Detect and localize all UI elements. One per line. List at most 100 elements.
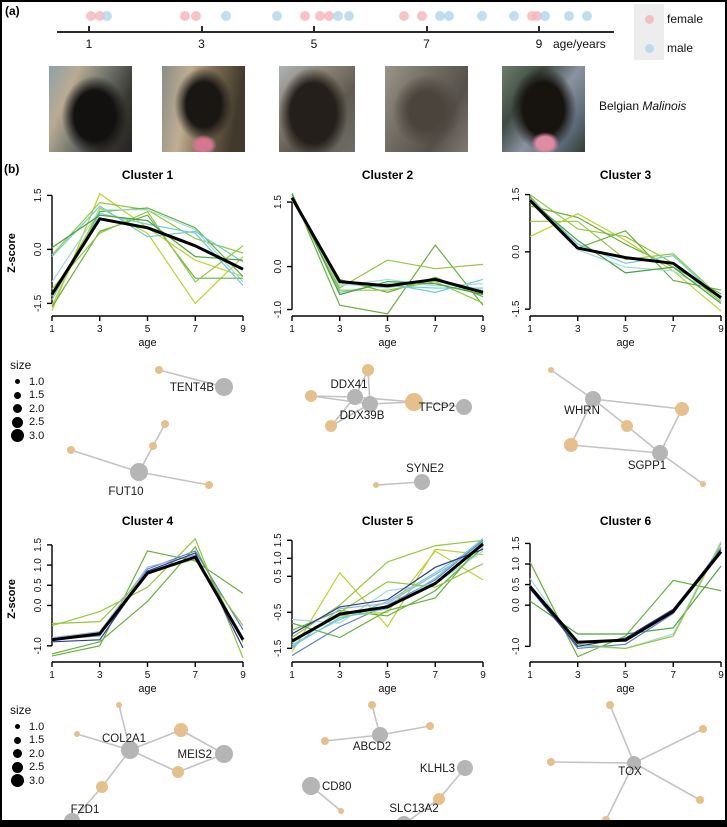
subject-dot-male [539,11,550,21]
breed-normal-text: Belgian [599,99,643,113]
network-edge [570,444,661,454]
member-node [606,701,614,709]
cluster-6-network: TOX [492,699,725,820]
network-edge [129,729,182,751]
size-legend-row: 1.0 [10,375,44,389]
member-node [433,793,445,805]
size-legend-row: 1.0 [10,720,44,734]
breed-italic-text: Malinois [642,99,687,113]
member-node [205,481,213,489]
size-legend-row: 2.5 [10,416,44,430]
node-FUT10 [130,463,148,481]
x-tick-label: 5 [145,324,151,335]
size-legend-row: 2.5 [10,761,44,775]
node-SGPP1 [652,445,668,461]
y-tick-label: -1.0 [33,637,44,655]
y-tick-label: -1.0 [273,300,284,318]
mean-line [528,199,722,299]
network-edge [76,733,131,751]
node-FZD1 [64,813,80,820]
member-line [291,197,484,289]
y-tick-label: 0.0 [273,259,284,273]
cluster-4-chart: 1 3 5 7 9 -1.0 0.0 0.5 1.0 1.5 Cluster 4 age Z-score [2,512,251,701]
subject-dot-male [477,11,488,21]
network-edge [570,398,594,446]
size-label: 2.5 [29,761,45,774]
y-tick-label: 1.5 [511,536,522,550]
gene-label-KLHL3: KLHL3 [420,763,455,775]
member-node [368,701,376,709]
cluster-5-chart: 1 3 5 7 9 -1.5 -0.5 0.5 1.0 1.5 Cluster 5 age [242,512,491,701]
x-tick-label: 9 [240,324,246,335]
x-tick-label: 3 [97,670,103,681]
node-TOX [627,756,641,770]
size-label: 2.0 [29,747,45,760]
size-legend-row: 3.0 [10,774,44,788]
network-svg: TOX [547,701,707,820]
age-tick-label: 1 [85,37,93,51]
network-edge [633,728,704,764]
cluster-2-network: DDX41 DDX39B TFCP2 SYNE2 [257,352,497,515]
breed-label: Belgian Malinois [599,99,686,113]
size-legend-row: 2.0 [10,747,44,761]
subject-dot-female [179,11,190,21]
y-tick-label: -1.5 [273,639,284,657]
x-tick-label: 9 [718,670,724,681]
size-dot-icon [14,391,21,399]
x-tick-label: 1 [49,324,55,335]
network-edge [324,734,381,742]
mean-line [291,542,484,643]
member-line [51,209,244,283]
chart-svg: 1 3 5 7 9 -1.0 0.0 0.5 1.0 1.5 Cluster 6 age [511,514,724,695]
x-tick-label: 3 [97,324,103,335]
member-line [529,541,722,650]
x-tick-label: 1 [527,670,533,681]
subject-dot-male [563,11,574,21]
y-axis-label: Z-score [6,579,18,619]
y-tick-label: 0.5 [511,577,522,591]
network-svg: COL2A1 MEIS2 FZD1 [64,702,233,820]
node-COL2A1 [121,741,139,759]
member-node [161,420,169,428]
gene-label-TOX: TOX [618,766,642,778]
member-line [291,195,483,289]
x-tick-label: 7 [192,324,198,335]
gene-label-FZD1: FZD1 [71,804,100,816]
size-legend-rows: 1.0 1.5 2.0 2.5 3.0 [10,720,44,788]
x-tick-label: 5 [145,670,151,681]
gene-label-SLC13A2: SLC13A2 [389,803,438,815]
x-axis-label: age [138,683,156,695]
size-label: 3.0 [29,774,45,787]
age-dot-strip [2,2,725,32]
age-axis-title: age/years [553,37,606,51]
cluster-1-network: TENT4B FUT10 [2,352,252,515]
y-tick-label: 1.0 [33,558,44,572]
cluster-6-chart: 1 3 5 7 9 -1.0 0.0 0.5 1.0 1.5 Cluster 6 age [480,512,725,701]
subject-dot-male [333,11,344,21]
cluster-title: Cluster 5 [362,514,414,528]
member-node [564,438,578,452]
member-node [362,364,374,376]
dog-photo-3 [279,66,355,152]
y-tick-label: 1.5 [273,195,284,209]
gene-label-CD80: CD80 [322,781,351,793]
gene-label-DDX39B: DDX39B [340,410,385,422]
dog-photo-4 [385,66,468,152]
member-line [529,561,722,658]
subject-dot-female [531,11,542,21]
network-edge [70,449,140,473]
mean-line [528,550,723,644]
subject-dot-female [95,11,106,21]
age-axis-line [57,31,614,33]
x-tick-label: 7 [192,670,198,681]
subject-dot-male [581,11,592,21]
y-tick-label: 0.0 [511,244,522,258]
size-dot-icon [13,404,22,414]
member-line [291,547,484,631]
x-tick-label: 9 [480,324,486,335]
y-tick-label: 0.0 [511,598,522,612]
y-tick-label: 0.5 [33,578,44,592]
size-dot-icon [12,416,23,428]
y-tick-label: 1.0 [273,551,284,565]
y-tick-label: 1.5 [511,187,522,201]
